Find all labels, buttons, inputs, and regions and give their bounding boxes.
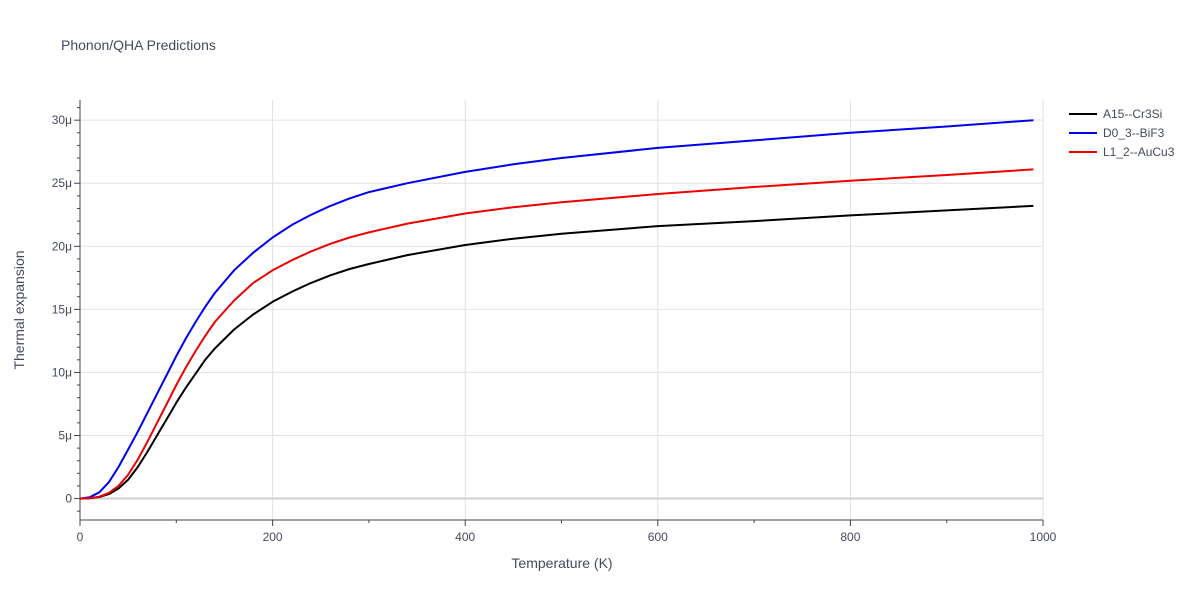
axes-layer: 0 200 400 600 800 1000 0 5μ 10μ 15μ 20μ 25μ 30μ <box>52 100 1057 544</box>
y-axis-title: Thermal expansion <box>11 250 27 369</box>
chart-title: Phonon/QHA Predictions <box>61 37 216 53</box>
legend-label: L1_2--AuCu3 <box>1103 145 1175 159</box>
y-tick-label: 0 <box>65 492 72 506</box>
legend-item-d0-3-bif3[interactable]: D0_3--BiF3 <box>1069 126 1165 140</box>
series-line-a15-cr3si <box>79 204 1034 500</box>
x-tick-label: 0 <box>77 530 84 544</box>
y-tick-label: 30μ <box>52 113 72 127</box>
series-line-d0-3-bif3 <box>79 119 1034 500</box>
x-tick-label: 800 <box>840 530 860 544</box>
x-tick-label: 400 <box>455 530 475 544</box>
series-line-l1-2-aucu3 <box>79 168 1034 500</box>
x-tick-label: 200 <box>263 530 283 544</box>
y-tick-label: 15μ <box>52 302 72 316</box>
legend[interactable]: A15--Cr3Si D0_3--BiF3 L1_2--AuCu3 <box>1069 107 1175 159</box>
x-tick-label: 1000 <box>1030 530 1057 544</box>
y-tick-label: 25μ <box>52 176 72 190</box>
x-tick-label: 600 <box>648 530 668 544</box>
legend-item-l1-2-aucu3[interactable]: L1_2--AuCu3 <box>1069 145 1175 159</box>
y-tick-label: 10μ <box>52 365 72 379</box>
grid-layer <box>80 100 1044 520</box>
x-axis-title: Temperature (K) <box>511 555 612 571</box>
legend-item-a15-cr3si[interactable]: A15--Cr3Si <box>1069 107 1162 121</box>
y-tick-label: 5μ <box>58 428 72 442</box>
legend-label: A15--Cr3Si <box>1103 107 1162 121</box>
series-layer <box>79 119 1034 500</box>
y-tick-label: 20μ <box>52 239 72 253</box>
legend-label: D0_3--BiF3 <box>1103 126 1165 140</box>
